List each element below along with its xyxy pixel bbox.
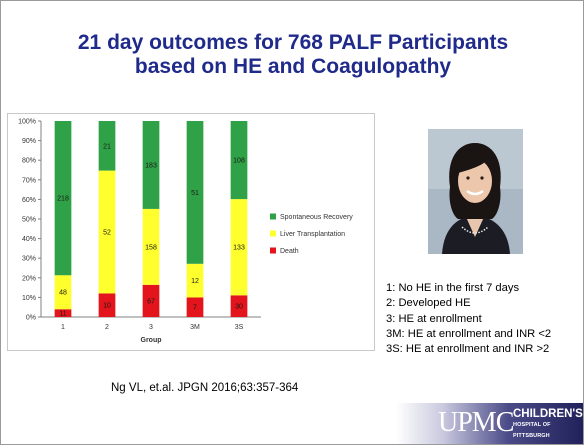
data-label: 12 bbox=[191, 278, 199, 285]
group-definition-2: 2: Developed HE bbox=[386, 297, 471, 310]
childrens-text: CHILDREN'S bbox=[513, 408, 583, 420]
citation: Ng VL, et.al. JPGN 2016;63:357-364 bbox=[111, 382, 299, 394]
y-tick-label: 50% bbox=[22, 217, 36, 224]
data-label: 30 bbox=[235, 304, 243, 311]
bar-segment bbox=[186, 297, 204, 317]
data-label: 52 bbox=[103, 229, 111, 236]
bar-segment bbox=[142, 121, 160, 209]
x-axis-title: Group bbox=[141, 337, 162, 344]
data-label: 10 bbox=[103, 303, 111, 310]
bar-segment bbox=[54, 309, 72, 317]
data-label: 183 bbox=[145, 162, 157, 169]
bar-segment bbox=[186, 121, 204, 264]
bar-segment bbox=[54, 121, 72, 276]
bar-segment bbox=[230, 295, 248, 317]
bar-segment bbox=[142, 284, 160, 317]
x-tick-label: 2 bbox=[105, 324, 109, 331]
bar-segment bbox=[98, 121, 116, 171]
x-tick-label: 3 bbox=[149, 324, 153, 331]
y-tick-label: 80% bbox=[22, 158, 36, 165]
legend-label: Liver Transplantation bbox=[280, 231, 345, 238]
data-label: 11 bbox=[59, 311, 66, 318]
x-tick-label: 3S bbox=[235, 324, 244, 331]
bar-segment bbox=[98, 293, 116, 317]
group-definition-3s: 3S: HE at enrollment and INR >2 bbox=[386, 343, 550, 356]
y-tick-label: 0% bbox=[26, 315, 36, 322]
data-label: 67 bbox=[147, 298, 155, 305]
group-definitions: 1: No HE in the first 7 days 2: Develope… bbox=[386, 281, 551, 357]
x-tick-label: 3M bbox=[190, 324, 200, 331]
y-tick-label: 60% bbox=[22, 197, 36, 204]
data-label: 21 bbox=[103, 143, 111, 150]
data-label: 108 bbox=[233, 158, 245, 165]
y-tick-label: 100% bbox=[18, 119, 36, 126]
upmc-logo: UPMC bbox=[438, 407, 514, 438]
group-definition-3: 3: HE at enrollment bbox=[386, 312, 482, 325]
group-definition-1: 1: No HE in the first 7 days bbox=[386, 282, 520, 294]
group-definition-3m: 3M: HE at enrollment and INR <2 bbox=[386, 327, 552, 340]
legend-swatch bbox=[270, 247, 276, 254]
legend-swatch bbox=[270, 230, 276, 237]
data-label: 51 bbox=[191, 190, 199, 197]
chart-panel: 0% 10% 20% 30% 40% 50% 60% 70% 80% 90% 100% 11 48 218… bbox=[7, 113, 375, 351]
data-label: 218 bbox=[57, 196, 69, 203]
hospital-text: HOSPITAL OF PITTSBURGH bbox=[513, 422, 551, 439]
title-line-2: based on HE and Coagulopathy bbox=[134, 55, 452, 78]
footer-bar bbox=[396, 403, 583, 444]
legend-swatch bbox=[270, 213, 276, 220]
bar-segment bbox=[54, 275, 72, 310]
bar-segment bbox=[142, 208, 160, 285]
data-label: 133 bbox=[233, 245, 245, 252]
legend-label: Death bbox=[280, 248, 299, 255]
bar-segment bbox=[230, 199, 248, 296]
y-tick-label: 70% bbox=[22, 177, 36, 184]
y-tick-label: 90% bbox=[22, 138, 36, 145]
data-label: 48 bbox=[59, 290, 67, 297]
bar-segment bbox=[230, 121, 248, 200]
presenter-photo bbox=[428, 129, 523, 254]
data-label: 158 bbox=[145, 244, 157, 251]
legend-label: Spontaneous Recovery bbox=[280, 214, 353, 221]
y-tick-label: 20% bbox=[22, 275, 36, 282]
bar-segment bbox=[186, 263, 204, 298]
y-tick-label: 10% bbox=[22, 295, 36, 302]
y-tick-label: 30% bbox=[22, 256, 36, 263]
childrens-hospital-logo: CHILDREN'S HOSPITAL OF PITTSBURGH bbox=[513, 408, 583, 442]
data-label: 7 bbox=[193, 305, 197, 312]
slide-title: 21 day outcomes for 768 PALF Participant… bbox=[1, 31, 583, 79]
title-line-1: 21 day outcomes for 768 PALF Participant… bbox=[77, 31, 509, 54]
bar-segment bbox=[98, 170, 116, 294]
outcomes-chart: 0%10%20%30%40%50%60%70%80%90%100%1148218… bbox=[18, 119, 353, 345]
x-tick-label: 1 bbox=[61, 324, 65, 331]
y-tick-label: 40% bbox=[22, 236, 36, 243]
